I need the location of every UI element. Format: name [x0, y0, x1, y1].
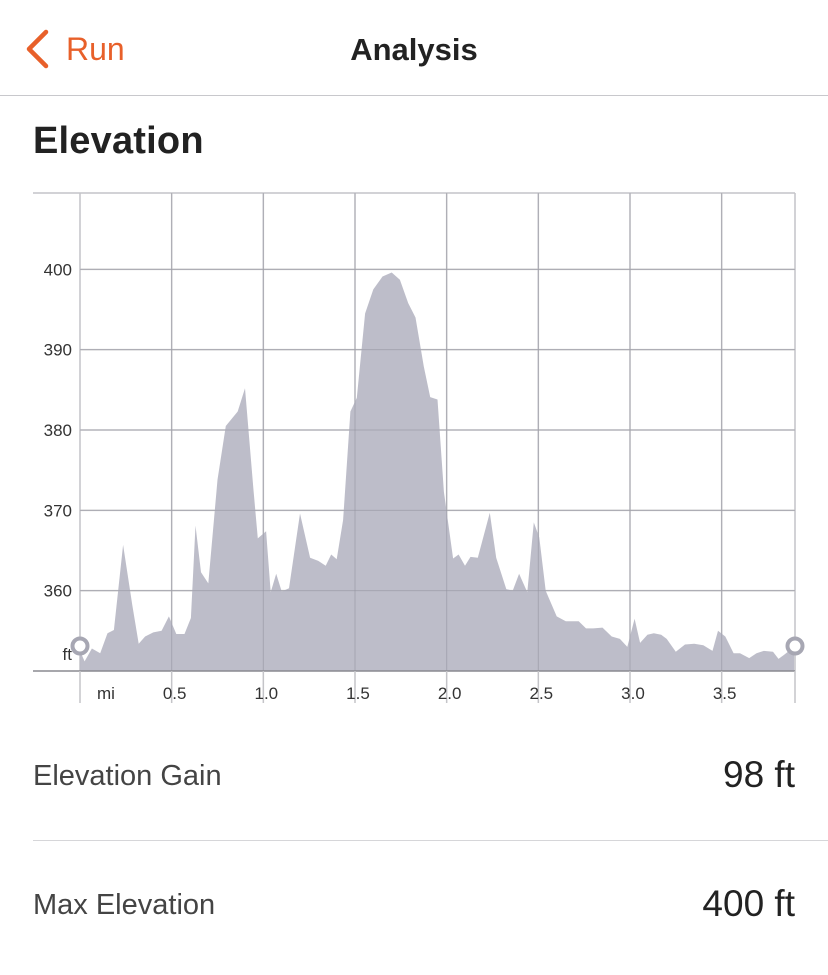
range-end-handle[interactable] [785, 636, 805, 656]
section-title: Elevation [33, 120, 204, 162]
back-button-label: Run [66, 30, 125, 67]
stat-value: 98 ft [723, 754, 795, 795]
elevation-chart[interactable]: 360 370 380 390 400 ft 0.5 1.0 1.5 2.0 2.5 3.0 3.5 mi [0, 180, 828, 710]
stat-row-elevation-gain: Elevation Gain 98 ft [33, 754, 795, 820]
y-tick-label: 360 [44, 582, 72, 601]
y-tick-label: 370 [44, 501, 72, 520]
x-tick-label: 0.5 [163, 684, 187, 703]
x-tick-label: 3.5 [713, 684, 737, 703]
x-axis-unit-label: mi [97, 684, 115, 703]
y-tick-label: 390 [44, 341, 72, 360]
back-button[interactable]: Run [22, 28, 125, 70]
stat-value: 400 ft [702, 883, 795, 924]
elevation-area [80, 272, 795, 671]
x-tick-label: 3.0 [621, 684, 645, 703]
chart-axis [33, 670, 796, 703]
y-axis-unit-label: ft [63, 645, 73, 664]
y-tick-label: 400 [44, 260, 72, 279]
x-tick-label: 1.5 [346, 684, 370, 703]
chart-labels: 360 370 380 390 400 ft 0.5 1.0 1.5 2.0 2.5 3.0 3.5 mi [44, 260, 737, 703]
handle-ring [70, 636, 90, 656]
stat-label: Max Elevation [33, 889, 216, 921]
stat-label: Elevation Gain [33, 760, 222, 792]
y-tick-label: 380 [44, 421, 72, 440]
chevron-left-icon [26, 29, 49, 69]
chart-handles [70, 636, 805, 656]
range-start-handle[interactable] [70, 636, 90, 656]
x-tick-label: 2.0 [438, 684, 462, 703]
chart-area-layer [80, 193, 795, 671]
page-title: Analysis [350, 32, 478, 67]
x-tick-label: 2.5 [530, 684, 554, 703]
handle-ring [785, 636, 805, 656]
x-tick-label: 1.0 [255, 684, 279, 703]
navigation-bar: Run Analysis [0, 0, 828, 96]
divider [33, 840, 828, 841]
stat-row-max-elevation: Max Elevation 400 ft [33, 883, 795, 949]
